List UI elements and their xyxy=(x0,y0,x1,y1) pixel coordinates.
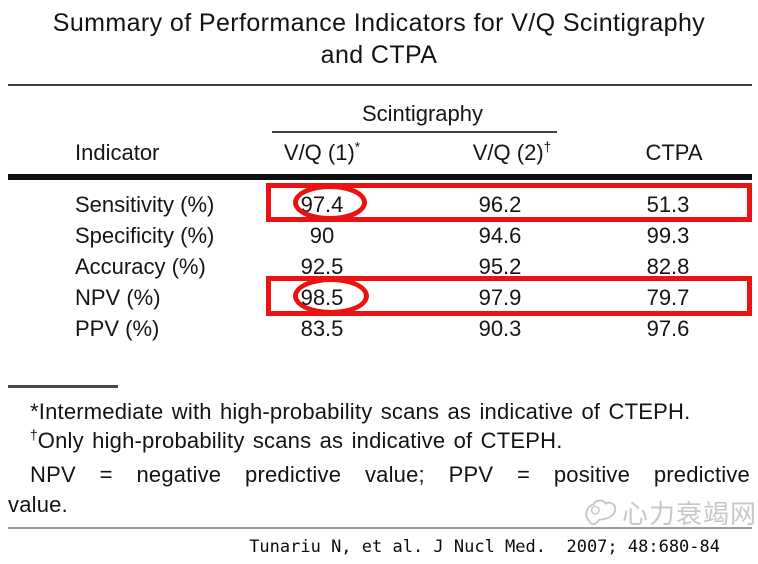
column-header-vq2-text: V/Q (2) xyxy=(472,140,544,165)
footnote-divider xyxy=(8,385,118,388)
header-rule xyxy=(8,174,752,180)
page-title-line-2: and CTPA xyxy=(320,41,438,69)
row-label: PPV (%) xyxy=(75,316,160,341)
cell-value: 99.3 xyxy=(646,223,690,248)
title-divider xyxy=(8,84,752,86)
row-label: Accuracy (%) xyxy=(75,254,206,279)
watermark: 心力衰竭网 xyxy=(582,497,757,531)
column-header-vq1-text: V/Q (1) xyxy=(283,140,355,165)
column-group-scintigraphy: Scintigraphy xyxy=(361,101,484,126)
footnote-definitions-line-2: value. xyxy=(8,492,68,517)
table-row-specificity: Specificity (%) 90 94.6 99.3 xyxy=(0,220,758,251)
scintigraphy-underline xyxy=(272,131,557,133)
highlight-rect-npv xyxy=(266,276,752,316)
dagger-superscript: † xyxy=(30,427,38,443)
dove-logo-icon xyxy=(582,497,620,531)
cell-value: 79.7 xyxy=(646,285,690,310)
cell-value: 90.3 xyxy=(478,316,522,341)
cell-value: 95.2 xyxy=(478,254,522,279)
cell-value: 51.3 xyxy=(646,192,690,217)
bottom-divider xyxy=(8,527,752,529)
page-title-line-1: Summary of Performance Indicators for V/… xyxy=(52,9,706,37)
column-header-indicator: Indicator xyxy=(75,140,160,165)
row-label: Specificity (%) xyxy=(75,223,215,248)
table-row-accuracy: Accuracy (%) 92.5 95.2 82.8 xyxy=(0,251,758,282)
footnote-dagger: †Only high-probability scans as indicati… xyxy=(30,427,755,454)
footnote-definitions-line-1: NPV = negative predictive value; PPV = p… xyxy=(30,462,750,487)
row-label: NPV (%) xyxy=(75,285,161,310)
column-header-vq2: V/Q (2)† xyxy=(452,140,572,166)
cell-value: 82.8 xyxy=(646,254,690,279)
asterisk-superscript: * xyxy=(354,139,361,155)
cell-value: 97.6 xyxy=(646,316,690,341)
row-label: Sensitivity (%) xyxy=(75,192,215,217)
column-header-ctpa: CTPA xyxy=(645,140,703,165)
table-row-ppv: PPV (%) 83.5 90.3 97.6 xyxy=(0,313,758,344)
cell-value: 92.5 xyxy=(300,254,344,279)
cell-value: 96.2 xyxy=(478,192,522,217)
cell-value: 83.5 xyxy=(300,316,344,341)
citation: Tunariu N, et al. J Nucl Med. 2007; 48:6… xyxy=(249,537,720,557)
cell-value: 94.6 xyxy=(478,223,522,248)
highlight-ellipse-98-5 xyxy=(293,277,369,315)
footnote-dagger-text: Only high-probability scans as indicativ… xyxy=(37,428,563,453)
cell-value: 90 xyxy=(309,223,335,248)
cell-value: 97.9 xyxy=(478,285,522,310)
highlight-rect-sensitivity xyxy=(266,183,752,222)
footnote-asterisk: *Intermediate with high-probability scan… xyxy=(30,399,691,424)
watermark-text: 心力衰竭网 xyxy=(621,499,757,529)
column-header-vq1: V/Q (1)* xyxy=(266,140,378,166)
highlight-ellipse-97-4 xyxy=(293,184,367,221)
dagger-superscript: † xyxy=(543,139,552,155)
